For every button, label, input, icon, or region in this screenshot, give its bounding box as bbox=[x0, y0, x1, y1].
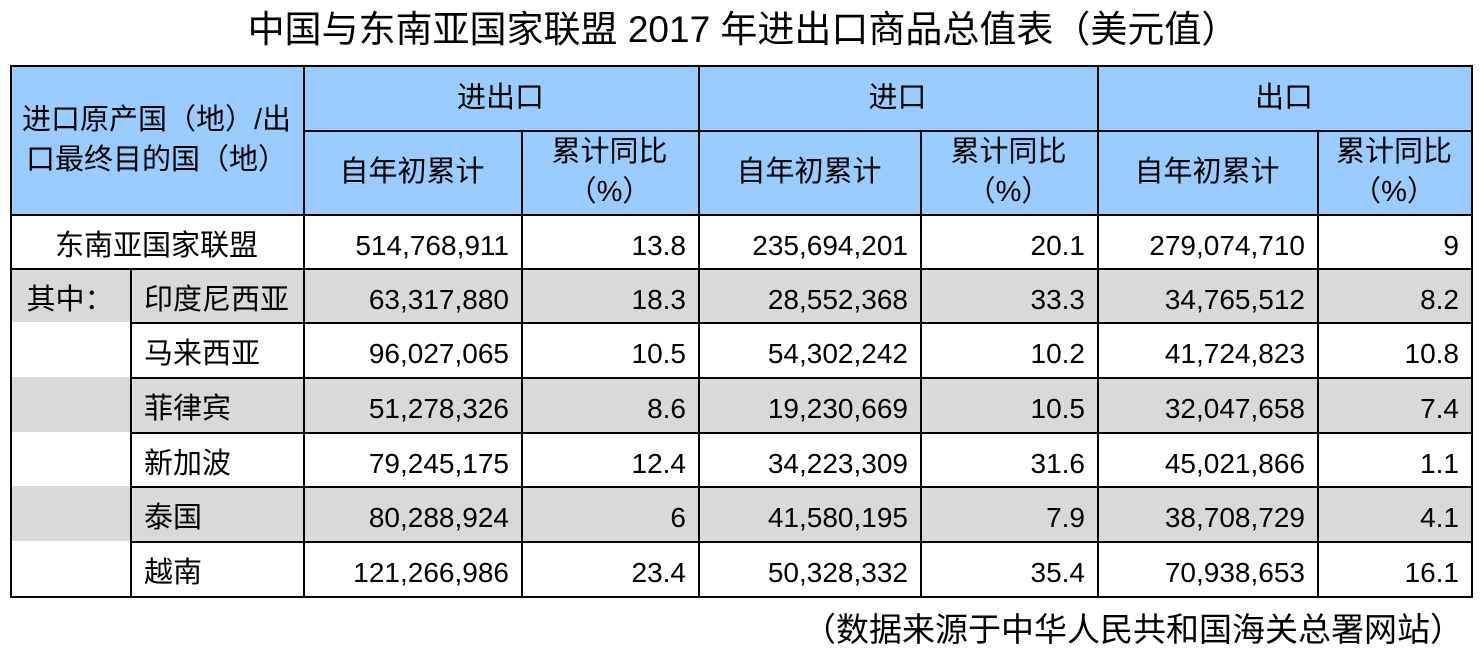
row-vietnam-export: 70,938,653 bbox=[1097, 541, 1317, 596]
row-asean-name: 东南亚国家联盟 bbox=[10, 214, 303, 268]
row-philippines-import: 19,230,669 bbox=[698, 377, 920, 432]
row-thailand-prefix bbox=[10, 486, 130, 541]
table-row-divider-5 bbox=[130, 432, 1473, 434]
table-row-divider-header bbox=[303, 130, 1473, 132]
row-asean-import-yoy: 20.1 bbox=[920, 214, 1097, 268]
header-total-cumulative: 自年初累计 bbox=[303, 130, 521, 214]
table-row-divider-4 bbox=[130, 377, 1473, 379]
row-singapore-name: 新加波 bbox=[130, 432, 303, 486]
table-row-divider-3 bbox=[130, 322, 1473, 324]
header-group-import: 进口 bbox=[698, 65, 1097, 130]
table-divider-col2 bbox=[521, 130, 523, 596]
row-indonesia-export: 34,765,512 bbox=[1097, 268, 1317, 322]
header-import-cumulative: 自年初累计 bbox=[698, 130, 920, 214]
row-asean-export: 279,074,710 bbox=[1097, 214, 1317, 268]
row-vietnam-prefix bbox=[10, 541, 130, 596]
header-total-yoy: 累计同比 （%） bbox=[521, 130, 698, 214]
header-group-export: 出口 bbox=[1097, 65, 1471, 130]
row-malaysia-name: 马来西亚 bbox=[130, 322, 303, 377]
row-indonesia-export-yoy: 8.2 bbox=[1317, 268, 1471, 322]
row-indonesia-import-yoy: 33.3 bbox=[920, 268, 1097, 322]
table-divider-col4 bbox=[920, 130, 922, 596]
header-export-cumulative: 自年初累计 bbox=[1097, 130, 1317, 214]
source-note: （数据来源于中华人民共和国海关总署网站） bbox=[803, 611, 1463, 648]
row-malaysia-total-yoy: 10.5 bbox=[521, 322, 698, 377]
table-divider-col1 bbox=[303, 65, 305, 596]
header-export-yoy: 累计同比 （%） bbox=[1317, 130, 1471, 214]
table-row-divider-1 bbox=[10, 214, 1473, 216]
table-row-divider-6 bbox=[130, 486, 1473, 488]
row-malaysia-export: 41,724,823 bbox=[1097, 322, 1317, 377]
row-philippines-export: 32,047,658 bbox=[1097, 377, 1317, 432]
row-philippines-import-yoy: 10.5 bbox=[920, 377, 1097, 432]
row-thailand-export: 38,708,729 bbox=[1097, 486, 1317, 541]
page-title: 中国与东南亚国家联盟 2017 年进出口商品总值表（美元值） bbox=[247, 9, 1239, 50]
table-divider-col5 bbox=[1097, 65, 1099, 596]
header-import-yoy: 累计同比 （%） bbox=[920, 130, 1097, 214]
row-philippines-total-yoy: 8.6 bbox=[521, 377, 698, 432]
row-singapore-import-yoy: 31.6 bbox=[920, 432, 1097, 486]
row-thailand-import-yoy: 7.9 bbox=[920, 486, 1097, 541]
row-vietnam-total: 121,266,986 bbox=[303, 541, 521, 596]
row-malaysia-prefix bbox=[10, 322, 130, 377]
row-vietnam-import-yoy: 35.4 bbox=[920, 541, 1097, 596]
row-philippines-export-yoy: 7.4 bbox=[1317, 377, 1471, 432]
table-border-right bbox=[1471, 65, 1473, 598]
row-vietnam-total-yoy: 23.4 bbox=[521, 541, 698, 596]
row-vietnam-import: 50,328,332 bbox=[698, 541, 920, 596]
row-asean-import: 235,694,201 bbox=[698, 214, 920, 268]
row-malaysia-import-yoy: 10.2 bbox=[920, 322, 1097, 377]
row-vietnam-name: 越南 bbox=[130, 541, 303, 596]
row-thailand-import: 41,580,195 bbox=[698, 486, 920, 541]
row-philippines-name: 菲律宾 bbox=[130, 377, 303, 432]
row-singapore-total-yoy: 12.4 bbox=[521, 432, 698, 486]
row-asean-total-yoy: 13.8 bbox=[521, 214, 698, 268]
table-border-left bbox=[10, 65, 12, 598]
row-asean-total: 514,768,911 bbox=[303, 214, 521, 268]
header-origin-country: 进口原产国（地）/出 口最终目的国（地） bbox=[10, 65, 303, 214]
row-indonesia-total-yoy: 18.3 bbox=[521, 268, 698, 322]
table-divider-col6 bbox=[1317, 130, 1319, 596]
row-thailand-export-yoy: 4.1 bbox=[1317, 486, 1471, 541]
row-indonesia-name: 印度尼西亚 bbox=[130, 268, 303, 322]
row-asean-export-yoy: 9 bbox=[1317, 214, 1471, 268]
row-indonesia-total: 63,317,880 bbox=[303, 268, 521, 322]
row-singapore-prefix bbox=[10, 432, 130, 486]
row-malaysia-total: 96,027,065 bbox=[303, 322, 521, 377]
row-indonesia-prefix: 其中： bbox=[10, 268, 130, 322]
row-singapore-import: 34,223,309 bbox=[698, 432, 920, 486]
header-group-total: 进出口 bbox=[303, 65, 698, 130]
row-singapore-export-yoy: 1.1 bbox=[1317, 432, 1471, 486]
row-thailand-total: 80,288,924 bbox=[303, 486, 521, 541]
row-malaysia-export-yoy: 10.8 bbox=[1317, 322, 1471, 377]
row-philippines-prefix bbox=[10, 377, 130, 432]
table-border-top bbox=[10, 65, 1473, 67]
table-row-divider-2 bbox=[10, 268, 1473, 270]
row-philippines-total: 51,278,326 bbox=[303, 377, 521, 432]
table-divider-col3 bbox=[698, 65, 700, 596]
row-singapore-total: 79,245,175 bbox=[303, 432, 521, 486]
row-malaysia-import: 54,302,242 bbox=[698, 322, 920, 377]
row-vietnam-export-yoy: 16.1 bbox=[1317, 541, 1471, 596]
row-indonesia-import: 28,552,368 bbox=[698, 268, 920, 322]
row-singapore-export: 45,021,866 bbox=[1097, 432, 1317, 486]
row-thailand-name: 泰国 bbox=[130, 486, 303, 541]
table-border-bottom bbox=[10, 596, 1473, 598]
table-row-divider-7 bbox=[130, 541, 1473, 543]
row-thailand-total-yoy: 6 bbox=[521, 486, 698, 541]
